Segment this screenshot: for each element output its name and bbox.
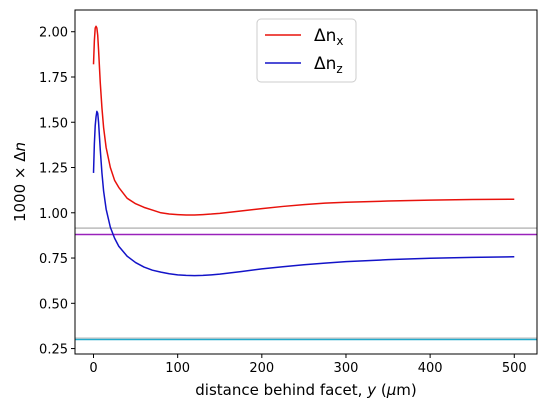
- y-tick-label: 1.00: [39, 207, 68, 222]
- x-tick-label: 200: [249, 361, 274, 376]
- reference-lines: [75, 227, 537, 341]
- y-tick-label: 2.00: [39, 26, 68, 41]
- x-axis-ticks: 0 100 200 300 400 500: [89, 354, 527, 376]
- y-axis-ticks: 0.25 0.50 0.75 1.00 1.25 1.50 1.75 2.00: [39, 26, 75, 358]
- y-tick-label: 0.25: [39, 343, 68, 358]
- legend-label-main: Δn: [314, 26, 336, 46]
- legend-label-sub: x: [336, 34, 343, 48]
- x-axis-label-part: distance behind facet,: [195, 381, 367, 399]
- y-tick-label: 0.75: [39, 252, 68, 267]
- y-tick-label: 1.25: [39, 162, 68, 177]
- y-tick-label: 0.50: [39, 297, 68, 312]
- plot-frame: [74, 9, 538, 355]
- x-axis-label-part: (: [376, 381, 387, 399]
- legend-label-dnz: Δnz: [314, 54, 343, 76]
- x-tick-label: 300: [334, 361, 359, 376]
- x-tick-label: 400: [418, 361, 443, 376]
- x-axis-label-part: m): [396, 381, 416, 399]
- legend-label-main: Δn: [314, 54, 336, 74]
- x-axis-label-var: y: [366, 381, 377, 399]
- x-axis-label: distance behind facet, y (μm): [195, 381, 416, 399]
- x-tick-label: 100: [165, 361, 190, 376]
- y-axis-label-part: 1000 × Δ: [11, 151, 29, 222]
- legend-label-dnx: Δnx: [314, 26, 344, 48]
- x-axis-label-mu: μ: [386, 381, 397, 399]
- legend: Δnx Δnz: [256, 18, 357, 83]
- x-tick-label: 500: [502, 361, 527, 376]
- legend-label-sub: z: [336, 62, 342, 76]
- series-line-z: [92, 110, 515, 277]
- y-axis-label: 1000 × Δn: [11, 142, 29, 222]
- y-tick-label: 1.50: [39, 116, 68, 131]
- y-axis-label-var: n: [11, 142, 29, 152]
- y-tick-label: 1.75: [39, 71, 68, 86]
- x-tick-label: 0: [89, 361, 97, 376]
- series-line-x: [92, 25, 515, 216]
- series-layer: [92, 25, 515, 277]
